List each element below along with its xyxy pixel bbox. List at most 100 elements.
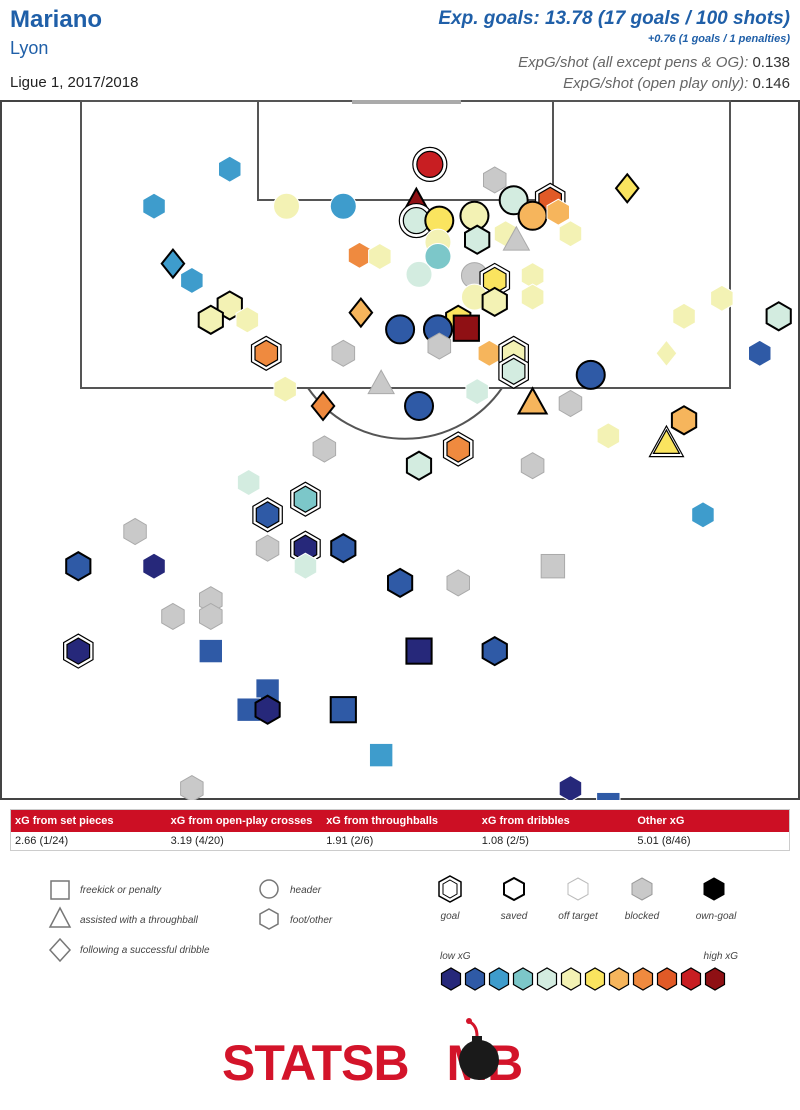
- hexagon-icon: [259, 908, 279, 930]
- shot-circle-off: [424, 242, 452, 270]
- shot-square-saved: [452, 314, 480, 342]
- shot-square-blocked: [540, 553, 566, 579]
- table-value-row: 2.66 (1/24) 3.19 (4/20) 1.91 (2/6) 1.08 …: [11, 832, 789, 850]
- shot-hex-blocked: [161, 602, 185, 630]
- own-goal-hexagon-icon: [703, 877, 725, 901]
- value-set-pieces: 2.66 (1/24): [15, 835, 69, 847]
- shot-hex-saved: [254, 694, 281, 725]
- shot-diamond-saved: [310, 390, 336, 422]
- xg-summary: Exp. goals: 13.78 (17 goals / 100 shots): [438, 8, 790, 29]
- legend-off-target: off target: [558, 911, 599, 922]
- shot-hex-saved: [481, 635, 508, 667]
- shot-hex-saved: [65, 551, 92, 582]
- xg-breakdown-table: xG from set pieces xG from open-play cro…: [10, 809, 790, 851]
- scale-swatch: [440, 967, 462, 991]
- shot-hex-off: [596, 422, 621, 450]
- scale-swatch: [464, 967, 486, 991]
- shot-triangle-blocked: [502, 225, 531, 251]
- shot-circle-saved: [385, 314, 416, 345]
- shot-square-off: [198, 638, 224, 664]
- blocked-hexagon-icon: [631, 877, 653, 901]
- shot-hex-goal: [501, 357, 526, 385]
- header-crosses: xG from open-play crosses: [170, 815, 313, 827]
- legend-header: header: [290, 885, 322, 896]
- shot-hex-off: [520, 283, 545, 311]
- shot-circle-off: [329, 192, 357, 220]
- legend-high-xg: high xG: [704, 951, 739, 962]
- shot-hex-blocked: [427, 332, 452, 360]
- header-other: Other xG: [637, 815, 685, 827]
- legend: freekick or penalty assisted with a thro…: [48, 875, 739, 991]
- xg-per-shot-value: 0.138: [752, 54, 790, 71]
- square-icon: [50, 880, 70, 900]
- goal-hexagon-inner-icon: [442, 879, 458, 899]
- header-dribbles: xG from dribbles: [481, 815, 570, 827]
- table-header-row: xG from set pieces xG from open-play cro…: [11, 810, 789, 832]
- shot-hex-off: [546, 198, 570, 226]
- shot-hex-off: [273, 375, 297, 403]
- shot-hex-off: [142, 192, 166, 220]
- shot-hex-off: [142, 552, 166, 580]
- shot-hex-off: [347, 241, 372, 269]
- shot-hex-goal: [66, 637, 91, 665]
- legend-saved: saved: [501, 911, 528, 922]
- shot-hex-blocked: [446, 569, 470, 597]
- shot-triangle-goal: [652, 428, 681, 455]
- shot-hex-saved: [405, 450, 433, 481]
- legend-own-goal: own-goal: [696, 911, 737, 922]
- shot-diamond-saved: [348, 297, 374, 329]
- scale-swatch: [704, 967, 726, 991]
- legend-freekick: freekick or penalty: [80, 885, 162, 896]
- shot-hex-saved: [464, 224, 491, 255]
- shot-hex-saved: [481, 286, 508, 318]
- value-other: 5.01 (8/46): [637, 835, 691, 847]
- value-throughballs: 1.91 (2/6): [326, 835, 374, 847]
- legend-foot: foot/other: [290, 915, 333, 926]
- scale-swatch: [656, 967, 678, 991]
- scale-swatch: [680, 967, 702, 991]
- legend-blocked: blocked: [625, 911, 660, 922]
- legend-throughball: assisted with a throughball: [80, 915, 199, 926]
- diamond-icon: [48, 937, 72, 963]
- shot-hex-off: [235, 306, 260, 334]
- penalty-box: [80, 100, 731, 389]
- shot-hex-off: [293, 552, 318, 580]
- xg-per-shot-label: ExpG/shot (all except pens & OG):: [518, 54, 749, 71]
- circle-icon: [259, 879, 279, 899]
- shot-hex-off: [558, 220, 583, 248]
- shot-hex-saved: [330, 533, 357, 564]
- shot-hex-off: [748, 339, 772, 367]
- shot-diamond-off: [655, 339, 678, 368]
- shot-triangle-saved: [516, 386, 549, 415]
- scale-swatch: [632, 967, 654, 991]
- shot-hex-goal: [446, 435, 471, 463]
- shot-hex-off: [465, 378, 489, 406]
- shot-map-pitch: [0, 100, 800, 800]
- shot-hex-blocked: [558, 389, 583, 418]
- shot-square-off: [368, 742, 394, 768]
- value-crosses: 3.19 (4/20): [170, 835, 224, 847]
- shot-hex-off: [691, 501, 715, 529]
- penalty-summary: +0.76 (1 goals / 1 penalties): [647, 33, 790, 45]
- shot-hex-saved: [765, 301, 792, 332]
- scale-swatch: [512, 967, 534, 991]
- legend-dribble: following a successful dribble: [80, 945, 210, 956]
- shot-circle-off: [273, 192, 301, 220]
- shot-hex-goal: [255, 501, 280, 529]
- shot-triangle-blocked: [367, 369, 396, 395]
- shot-hex-blocked: [483, 166, 507, 194]
- shot-circle-saved: [575, 359, 606, 390]
- six-yard-box: [257, 100, 554, 201]
- player-name: Mariano: [10, 6, 103, 33]
- pitch-markings: [0, 100, 800, 800]
- shot-hex-off: [368, 242, 392, 271]
- shot-hex-off: [180, 266, 204, 294]
- scale-swatch: [584, 967, 606, 991]
- value-dribbles: 1.08 (2/5): [481, 835, 529, 847]
- shot-hex-off: [558, 775, 583, 800]
- shot-circle-saved: [517, 200, 548, 231]
- xg-open-play: ExpG/shot (open play only): 0.146: [563, 75, 790, 92]
- shot-hex-blocked: [123, 517, 147, 546]
- header-throughballs: xG from throughballs: [326, 815, 439, 827]
- season-label: Ligue 1, 2017/2018: [10, 74, 139, 91]
